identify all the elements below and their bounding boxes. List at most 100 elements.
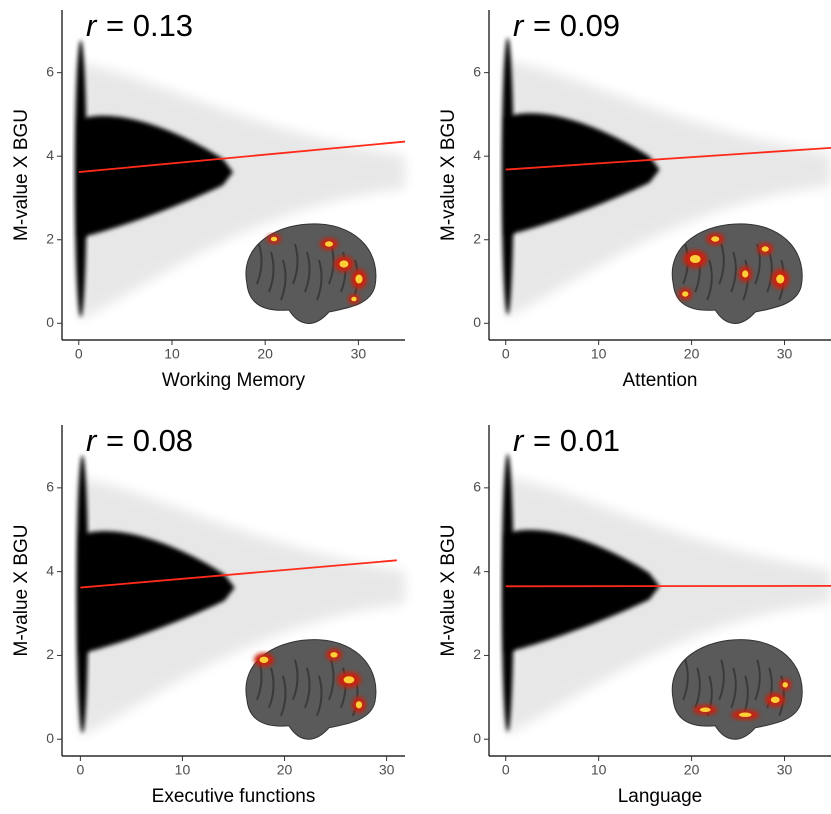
activation-core	[259, 656, 269, 663]
x-tick-label: 0	[502, 762, 510, 778]
x-tick-label: 20	[684, 762, 700, 778]
activation-core	[699, 707, 711, 713]
brain-sulcus	[730, 667, 737, 709]
x-tick-label: 20	[277, 762, 293, 778]
y-axis-title: M-value X BGU	[11, 525, 32, 657]
y-tick-label: 6	[46, 63, 54, 79]
x-tick-label: 10	[591, 762, 607, 778]
point-cloud-column	[501, 37, 514, 315]
activation-core	[742, 270, 749, 278]
activation-core	[711, 236, 720, 242]
x-tick-label: 10	[164, 346, 180, 362]
x-tick-label: 20	[257, 346, 273, 362]
brain-sulcus	[292, 243, 299, 285]
activation-core	[689, 254, 701, 264]
brain-sulcus	[766, 251, 773, 293]
brain-sulcus	[316, 675, 323, 717]
brain-sulcus	[268, 251, 275, 293]
regression-line	[78, 140, 406, 173]
annotation: = 0.09	[533, 8, 620, 43]
panel: 0 2 4 6 0 10 20 30 Language M-value X BGU r = 0.01	[438, 423, 831, 807]
annotation-symbol: r	[86, 8, 98, 43]
y-tick-label: 2	[473, 230, 481, 246]
y-tick-label: 4	[473, 562, 481, 578]
annotation-symbol: r	[513, 423, 525, 458]
brain-sulcus	[328, 659, 335, 701]
point-cloud-column	[76, 455, 89, 734]
y-tick-label: 6	[473, 63, 481, 79]
brain-sulcus	[706, 259, 713, 301]
x-tick-label: 10	[175, 762, 191, 778]
annotation: = 0.13	[106, 8, 193, 43]
y-axis-title: M-value X BGU	[438, 109, 459, 241]
activation-core	[270, 236, 278, 242]
brain-shape	[245, 639, 377, 740]
y-tick-label: 2	[46, 646, 54, 662]
x-axis-title: Attention	[623, 370, 698, 391]
annotation: = 0.01	[533, 423, 620, 458]
y-tick-label: 0	[473, 314, 481, 330]
brain-shape	[245, 223, 377, 324]
y-tick-label: 6	[46, 479, 54, 495]
brain-sulcus	[304, 251, 311, 293]
y-tick-label: 2	[46, 230, 54, 246]
activation-core	[351, 296, 357, 302]
brain-sulcus	[340, 667, 347, 709]
y-tick-label: 4	[46, 147, 54, 163]
brain-sulcus	[694, 667, 701, 709]
y-tick-label: 6	[473, 479, 481, 495]
y-tick-label: 2	[473, 646, 481, 662]
x-tick-label: 30	[777, 346, 793, 362]
x-tick-label: 20	[684, 346, 700, 362]
y-tick-label: 0	[473, 730, 481, 746]
x-axis-title: Working Memory	[162, 370, 306, 391]
brain-sulcus	[304, 667, 311, 709]
point-cloud-core	[505, 529, 660, 653]
brain-sulcus	[730, 251, 737, 293]
x-tick-label: 30	[351, 346, 367, 362]
activation-core	[339, 260, 349, 268]
regression-line	[80, 559, 397, 589]
x-axis-title: Executive functions	[152, 786, 316, 807]
point-cloud-core	[78, 115, 234, 239]
activation-core	[324, 241, 334, 247]
brain-sulcus	[340, 251, 347, 293]
brain-sulcus	[682, 659, 689, 701]
y-tick-label: 0	[46, 730, 54, 746]
brain-sulcus	[280, 259, 287, 301]
y-tick-label: 0	[46, 314, 54, 330]
brain-sulcus	[256, 243, 263, 285]
activation-core	[355, 701, 363, 709]
point-cloud-core	[505, 113, 660, 236]
brain-sulcus	[718, 659, 725, 701]
x-tick-label: 0	[76, 762, 84, 778]
y-axis-title: M-value X BGU	[438, 525, 459, 657]
y-tick-label: 4	[46, 562, 54, 578]
brain-sulcus	[778, 675, 785, 717]
point-cloud-core	[80, 531, 235, 654]
x-tick-label: 10	[591, 346, 607, 362]
brain-sulcus	[718, 243, 725, 285]
x-axis-title: Language	[618, 786, 703, 807]
point-cloud-column	[74, 40, 87, 318]
activation-core	[330, 652, 338, 658]
brain-sulcus	[280, 675, 287, 717]
annotation: = 0.08	[106, 423, 193, 458]
annotation-symbol: r	[86, 423, 98, 458]
y-tick-label: 4	[473, 147, 481, 163]
activation-core	[355, 274, 363, 284]
x-tick-label: 30	[379, 762, 395, 778]
brain-sulcus	[316, 259, 323, 301]
x-tick-label: 30	[777, 762, 793, 778]
brain-sulcus	[268, 667, 275, 709]
activation-core	[343, 676, 355, 684]
x-tick-label: 0	[502, 346, 510, 362]
y-axis-title: M-value X BGU	[11, 109, 32, 241]
panel: 0 2 4 6 0 10 20 30 Executive functions M-value X …	[11, 423, 405, 807]
annotation-symbol: r	[513, 8, 525, 43]
activation-core	[682, 291, 689, 297]
activation-core	[770, 696, 780, 703]
activation-core	[776, 274, 785, 284]
